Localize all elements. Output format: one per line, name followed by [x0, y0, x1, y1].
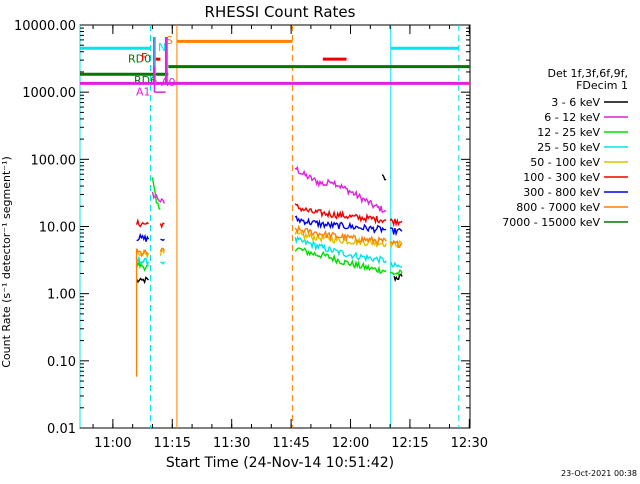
legend-label: 6 - 12 keV [544, 111, 600, 124]
series-line [381, 174, 387, 181]
series-line [159, 247, 166, 252]
footer-timestamp: 23-Oct-2021 00:38 [561, 469, 637, 478]
series-line [151, 177, 161, 211]
legend-label: 7000 - 15000 keV [502, 216, 600, 229]
x-tick-label: 12:30 [451, 436, 488, 451]
legend-label: 300 - 800 keV [523, 186, 600, 199]
legend-label: 100 - 300 keV [523, 171, 600, 184]
series-line [135, 248, 149, 377]
chart-title: RHESSI Count Rates [205, 3, 356, 21]
state-bar-label: S [166, 34, 173, 47]
y-tick-label: 10.00 [39, 221, 76, 236]
series-line [136, 232, 150, 242]
series-line [159, 222, 165, 229]
legend-header: FDecim 1 [576, 79, 628, 92]
x-tick-label: 12:15 [391, 436, 428, 451]
y-tick-label: 1.00 [47, 288, 76, 303]
series-line [136, 255, 150, 268]
series-line [136, 248, 150, 259]
state-marker: N [158, 41, 166, 54]
x-tick-label: 11:15 [154, 436, 191, 451]
series-line [135, 218, 149, 228]
state-bar-label: F [141, 51, 147, 64]
series-line [294, 247, 387, 275]
series-line [294, 215, 387, 234]
series-line [390, 227, 403, 237]
series-line [294, 224, 387, 246]
series-line [389, 239, 403, 250]
x-axis-label: Start Time (24-Nov-14 10:51:42) [166, 455, 394, 471]
x-tick-label: 11:00 [94, 436, 131, 451]
series-line [294, 235, 387, 265]
series-line [294, 230, 387, 248]
legend-label: 50 - 100 keV [530, 156, 600, 169]
y-tick-label: 100.00 [31, 153, 77, 168]
series-line [393, 273, 403, 283]
x-tick-label: 11:45 [272, 436, 309, 451]
y-tick-label: 0.10 [47, 355, 76, 370]
y-tick-label: 10000.00 [14, 19, 76, 34]
legend-label: 12 - 25 keV [537, 126, 600, 139]
y-axis-label: Count Rate (s⁻¹ detector⁻¹ segment⁻¹) [0, 156, 13, 368]
series-line [160, 261, 165, 265]
state-bar-label: A1 [136, 85, 151, 98]
legend-label: 25 - 50 keV [537, 141, 600, 154]
x-tick-label: 11:30 [213, 436, 250, 451]
series-line [151, 191, 166, 204]
state-bar-label: RD0 [128, 53, 151, 66]
series-line [389, 269, 403, 277]
state-marker: A0 [161, 76, 176, 89]
legend-label: 3 - 6 keV [551, 96, 600, 109]
series-line [159, 248, 165, 257]
series-line [294, 203, 387, 225]
series-line [389, 240, 403, 249]
series-line [135, 276, 150, 285]
series-line [294, 165, 387, 214]
y-tick-label: 0.01 [47, 422, 76, 437]
legend: Det 1f,3f,6f,9f,FDecim 1 3 - 6 keV 6 - 12 … [502, 67, 628, 229]
legend-header: Det 1f,3f,6f,9f, [547, 67, 628, 80]
series-line [135, 259, 149, 272]
series-line [389, 261, 403, 268]
x-tick-label: 12:00 [332, 436, 369, 451]
series-line [389, 218, 403, 228]
legend-label: 800 - 7000 keV [516, 201, 600, 214]
series-line [160, 238, 165, 242]
y-tick-label: 1000.00 [22, 86, 76, 101]
